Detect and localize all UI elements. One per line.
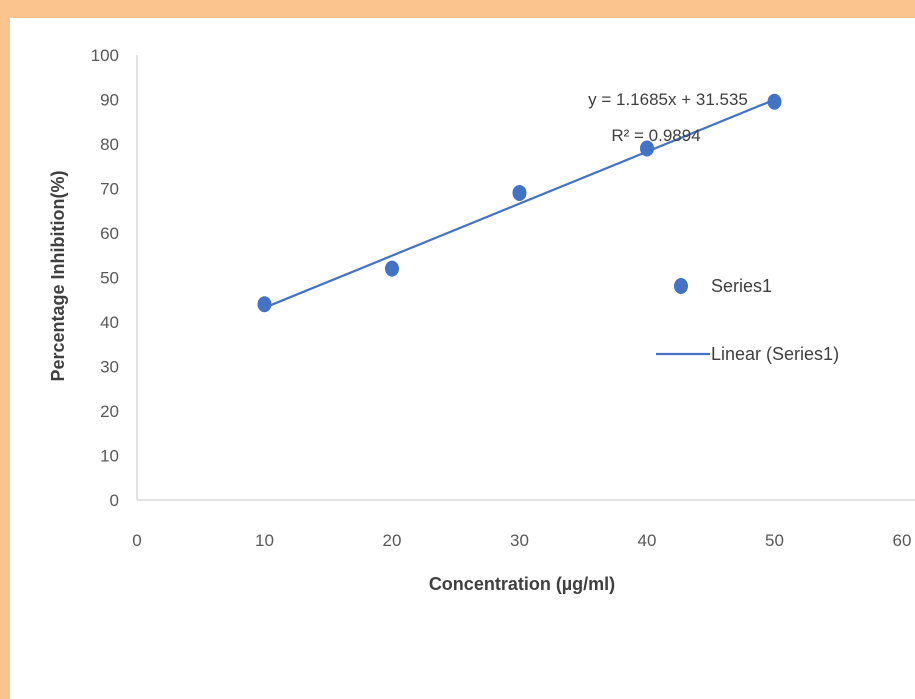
trendline-equation: y = 1.1685x + 31.535 <box>588 90 748 109</box>
legend-label-linear: Linear (Series1) <box>711 344 839 364</box>
scatter-chart: 0 10 20 30 40 50 60 70 80 90 100 0 10 20 30 40 50 60 y =… <box>48 46 915 594</box>
trendline <box>264 98 775 309</box>
y-tick-label: 80 <box>100 135 119 154</box>
x-tick-label: 50 <box>765 531 784 550</box>
data-point <box>512 184 527 201</box>
data-point <box>640 140 654 157</box>
chart-frame: 0 10 20 30 40 50 60 70 80 90 100 0 10 20 30 40 50 60 y =… <box>10 18 915 699</box>
r-squared-label: R² = 0.9894 <box>611 126 700 145</box>
x-tick-label: 40 <box>638 531 657 550</box>
x-tick-label: 20 <box>383 531 402 550</box>
y-tick-label: 100 <box>91 46 119 65</box>
y-tick-label: 70 <box>100 180 119 199</box>
y-tick-label: 10 <box>100 447 119 466</box>
x-tick-label: 60 <box>893 531 912 550</box>
x-axis-title: Concentration (µg/ml) <box>429 574 615 594</box>
x-tick-label: 0 <box>132 531 141 550</box>
y-tick-label: 60 <box>100 224 119 243</box>
y-tick-label: 0 <box>110 491 119 510</box>
y-axis-title: Percentage Inhibition(%) <box>48 170 68 381</box>
data-point <box>767 93 782 110</box>
y-tick-label: 30 <box>100 358 119 377</box>
y-tick-label: 90 <box>100 91 119 110</box>
data-point <box>257 296 272 313</box>
y-tick-label: 40 <box>100 313 119 332</box>
y-tick-label: 50 <box>100 269 119 288</box>
y-tick-label: 20 <box>100 402 119 421</box>
legend-marker-series1 <box>674 278 688 294</box>
x-tick-label: 10 <box>255 531 274 550</box>
legend: Series1 Linear (Series1) <box>656 276 839 364</box>
data-point <box>385 260 399 277</box>
legend-label-series1: Series1 <box>711 276 772 296</box>
x-tick-label: 30 <box>510 531 529 550</box>
